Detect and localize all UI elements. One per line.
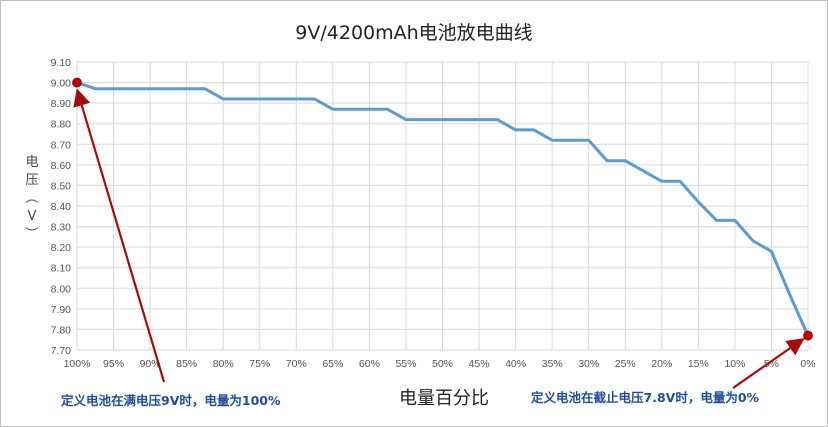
annotation-left: 定义电池在满电压9V时，电量为100% — [60, 393, 281, 408]
x-tick-label: 45% — [469, 358, 490, 370]
x-tick-label: 65% — [322, 358, 343, 370]
y-axis-label-char: 压 — [25, 173, 38, 188]
y-tick-label: 9.10 — [51, 57, 72, 69]
chart-title: 9V/4200mAh电池放电曲线 — [295, 22, 532, 44]
x-tick-label: 95% — [103, 358, 124, 370]
x-tick-label: 15% — [688, 358, 709, 370]
x-tick-label: 80% — [213, 358, 234, 370]
y-tick-label: 8.40 — [51, 201, 72, 213]
endpoint-marker — [72, 77, 82, 88]
x-tick-label: 40% — [505, 358, 526, 370]
y-tick-labels: 9.10 9.00 8.90 8.80 8.70 8.60 8.50 8.40 8.30 8.20… — [51, 57, 72, 357]
x-tick-label: 20% — [651, 358, 672, 370]
x-tick-labels: 100% 95% 90% 85% 80% 75% 70% 65% 60% 55% 50% 45% 40%… — [64, 358, 816, 370]
x-tick-label: 60% — [359, 358, 380, 370]
y-tick-label: 8.50 — [51, 180, 72, 192]
y-axis-label-char: V — [28, 209, 37, 224]
x-tick-label: 50% — [432, 358, 453, 370]
x-tick-label: 70% — [286, 358, 307, 370]
annotation-arrows — [73, 88, 805, 389]
x-axis-label: 电量百分比 — [399, 388, 489, 409]
y-tick-label: 7.70 — [51, 345, 72, 357]
x-tick-label: 10% — [724, 358, 745, 370]
endpoint-markers — [72, 77, 813, 341]
x-tick-label: 90% — [140, 358, 161, 370]
x-tick-label: 100% — [64, 358, 91, 370]
y-tick-label: 8.70 — [51, 139, 72, 151]
x-tick-label: 85% — [176, 358, 197, 370]
y-tick-label: 8.00 — [51, 283, 72, 295]
grid — [76, 61, 809, 351]
x-tick-label: 35% — [542, 358, 563, 370]
x-tick-label: 25% — [615, 358, 636, 370]
y-tick-label: 8.10 — [51, 263, 72, 275]
x-tick-label: 30% — [578, 358, 599, 370]
series-group — [76, 81, 810, 337]
y-tick-label: 7.90 — [51, 304, 72, 316]
discharge-line — [76, 81, 810, 337]
y-tick-label: 8.20 — [51, 242, 72, 254]
arrow-left — [73, 88, 166, 383]
x-tick-label: 55% — [395, 358, 416, 370]
y-tick-label: 9.00 — [51, 78, 72, 90]
annotation-right: 定义电池在截止电压7.8V时，电量为0% — [530, 390, 760, 405]
y-tick-label: 8.80 — [51, 119, 72, 131]
x-tick-label: 75% — [249, 358, 270, 370]
y-axis-label-char: 电 — [25, 155, 38, 170]
y-tick-label: 7.80 — [51, 324, 72, 336]
x-tick-label: 5% — [764, 358, 779, 370]
y-tick-label: 8.90 — [51, 98, 72, 110]
y-axis-label-char: （ — [23, 190, 38, 203]
y-tick-label: 8.60 — [51, 160, 72, 172]
endpoint-marker — [803, 330, 813, 341]
y-axis-label: 电压 （ V ） — [23, 155, 39, 240]
arrow-right — [732, 338, 805, 389]
y-tick-label: 8.30 — [51, 222, 72, 234]
x-tick-label: 0% — [800, 358, 815, 370]
y-axis-label-char: ） — [23, 226, 38, 239]
